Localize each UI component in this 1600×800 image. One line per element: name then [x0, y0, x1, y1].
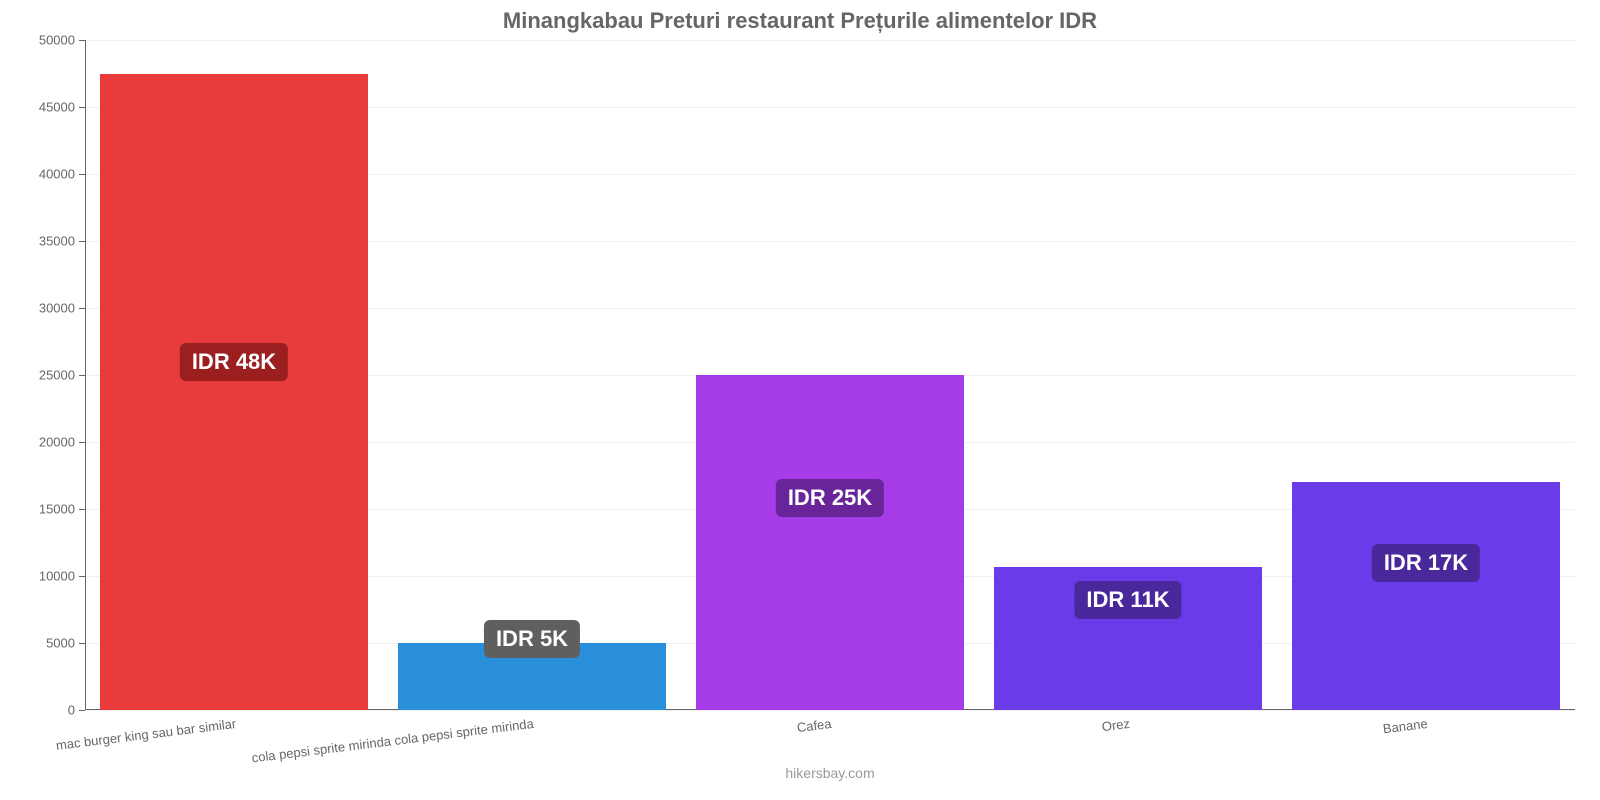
value-badge: IDR 25K — [776, 479, 884, 517]
bar — [1292, 482, 1560, 710]
y-axis-label: 50000 — [39, 33, 85, 48]
y-axis-label: 40000 — [39, 167, 85, 182]
x-axis-label: cola pepsi sprite mirinda cola pepsi spr… — [250, 710, 534, 765]
price-chart: Minangkabau Preturi restaurant Prețurile… — [0, 0, 1600, 800]
value-badge: IDR 48K — [180, 343, 288, 381]
gridline — [85, 40, 1575, 41]
bar — [696, 375, 964, 710]
x-axis-label: Banane — [1382, 710, 1429, 736]
attribution-text: hikersbay.com — [85, 765, 1575, 781]
y-axis-label: 0 — [68, 703, 85, 718]
gridline — [85, 710, 1575, 711]
x-axis-label: Orez — [1100, 710, 1131, 734]
y-axis-label: 25000 — [39, 368, 85, 383]
value-badge: IDR 5K — [484, 620, 580, 658]
y-axis-label: 10000 — [39, 569, 85, 584]
y-axis-line — [85, 40, 86, 710]
value-badge: IDR 17K — [1372, 544, 1480, 582]
bar — [100, 74, 368, 711]
y-axis-label: 45000 — [39, 100, 85, 115]
x-axis-label: Cafea — [796, 710, 833, 735]
y-axis-label: 5000 — [46, 636, 85, 651]
value-badge: IDR 11K — [1074, 581, 1181, 619]
y-axis-label: 35000 — [39, 234, 85, 249]
y-axis-label: 20000 — [39, 435, 85, 450]
y-axis-label: 15000 — [39, 502, 85, 517]
plot-area: 0500010000150002000025000300003500040000… — [85, 40, 1575, 710]
y-axis-label: 30000 — [39, 301, 85, 316]
chart-title: Minangkabau Preturi restaurant Prețurile… — [0, 8, 1600, 34]
